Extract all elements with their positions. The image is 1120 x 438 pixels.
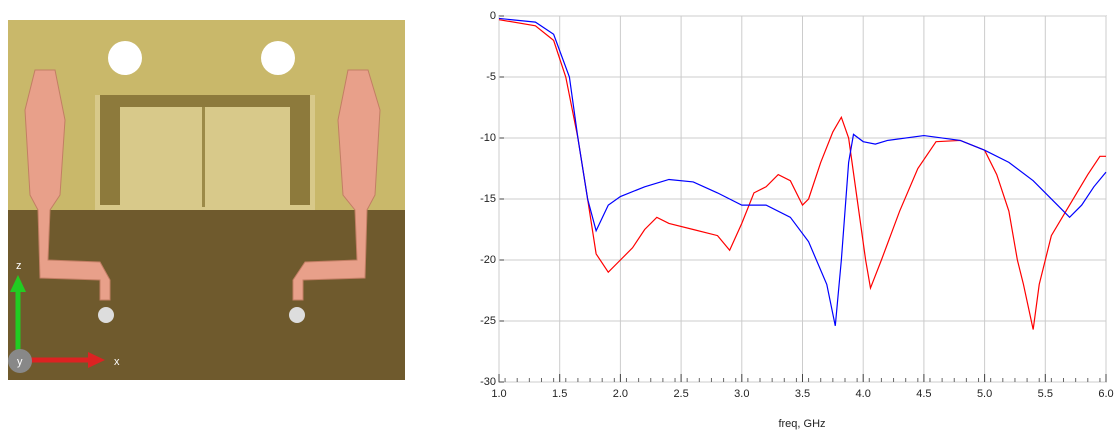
x-tick-label: 3.5 xyxy=(795,388,810,400)
slot xyxy=(100,95,120,205)
photo-axis-label: x xyxy=(114,356,120,368)
y-tick-label: -20 xyxy=(480,254,496,266)
photo-axis-label: z xyxy=(16,260,22,272)
hole xyxy=(261,41,295,75)
x-tick-label: 2.5 xyxy=(673,388,688,400)
x-tick-label: 2.0 xyxy=(613,388,628,400)
slot xyxy=(120,95,290,107)
pcb-photo: z x y xyxy=(8,20,405,380)
y-tick-label: -30 xyxy=(480,376,496,388)
photo-axis-label: y xyxy=(17,356,23,368)
x-tick-label: 6.0 xyxy=(1098,388,1113,400)
x-tick-label: 5.5 xyxy=(1038,388,1053,400)
x-tick-label: 4.0 xyxy=(856,388,871,400)
y-tick-label: -10 xyxy=(480,132,496,144)
x-tick-label: 1.0 xyxy=(491,388,506,400)
connector xyxy=(98,307,114,323)
x-tick-label: 4.5 xyxy=(916,388,931,400)
y-tick-label: 0 xyxy=(490,10,496,22)
board-ground xyxy=(8,210,405,380)
y-tick-label: -5 xyxy=(486,71,496,83)
page: z x y freq, GHz -30 -25 -20 -15 -10 -5 0 1.0 1.5… xyxy=(0,0,1120,433)
gap xyxy=(202,107,205,207)
y-tick-label: -25 xyxy=(480,315,496,327)
connector xyxy=(289,307,305,323)
x-tick-label: 3.0 xyxy=(734,388,749,400)
x-tick-label: 5.0 xyxy=(977,388,992,400)
y-tick-label: -15 xyxy=(480,193,496,205)
hole xyxy=(108,41,142,75)
x-axis-label: freq, GHz xyxy=(778,418,825,430)
x-tick-label: 1.5 xyxy=(552,388,567,400)
slot xyxy=(290,95,310,205)
